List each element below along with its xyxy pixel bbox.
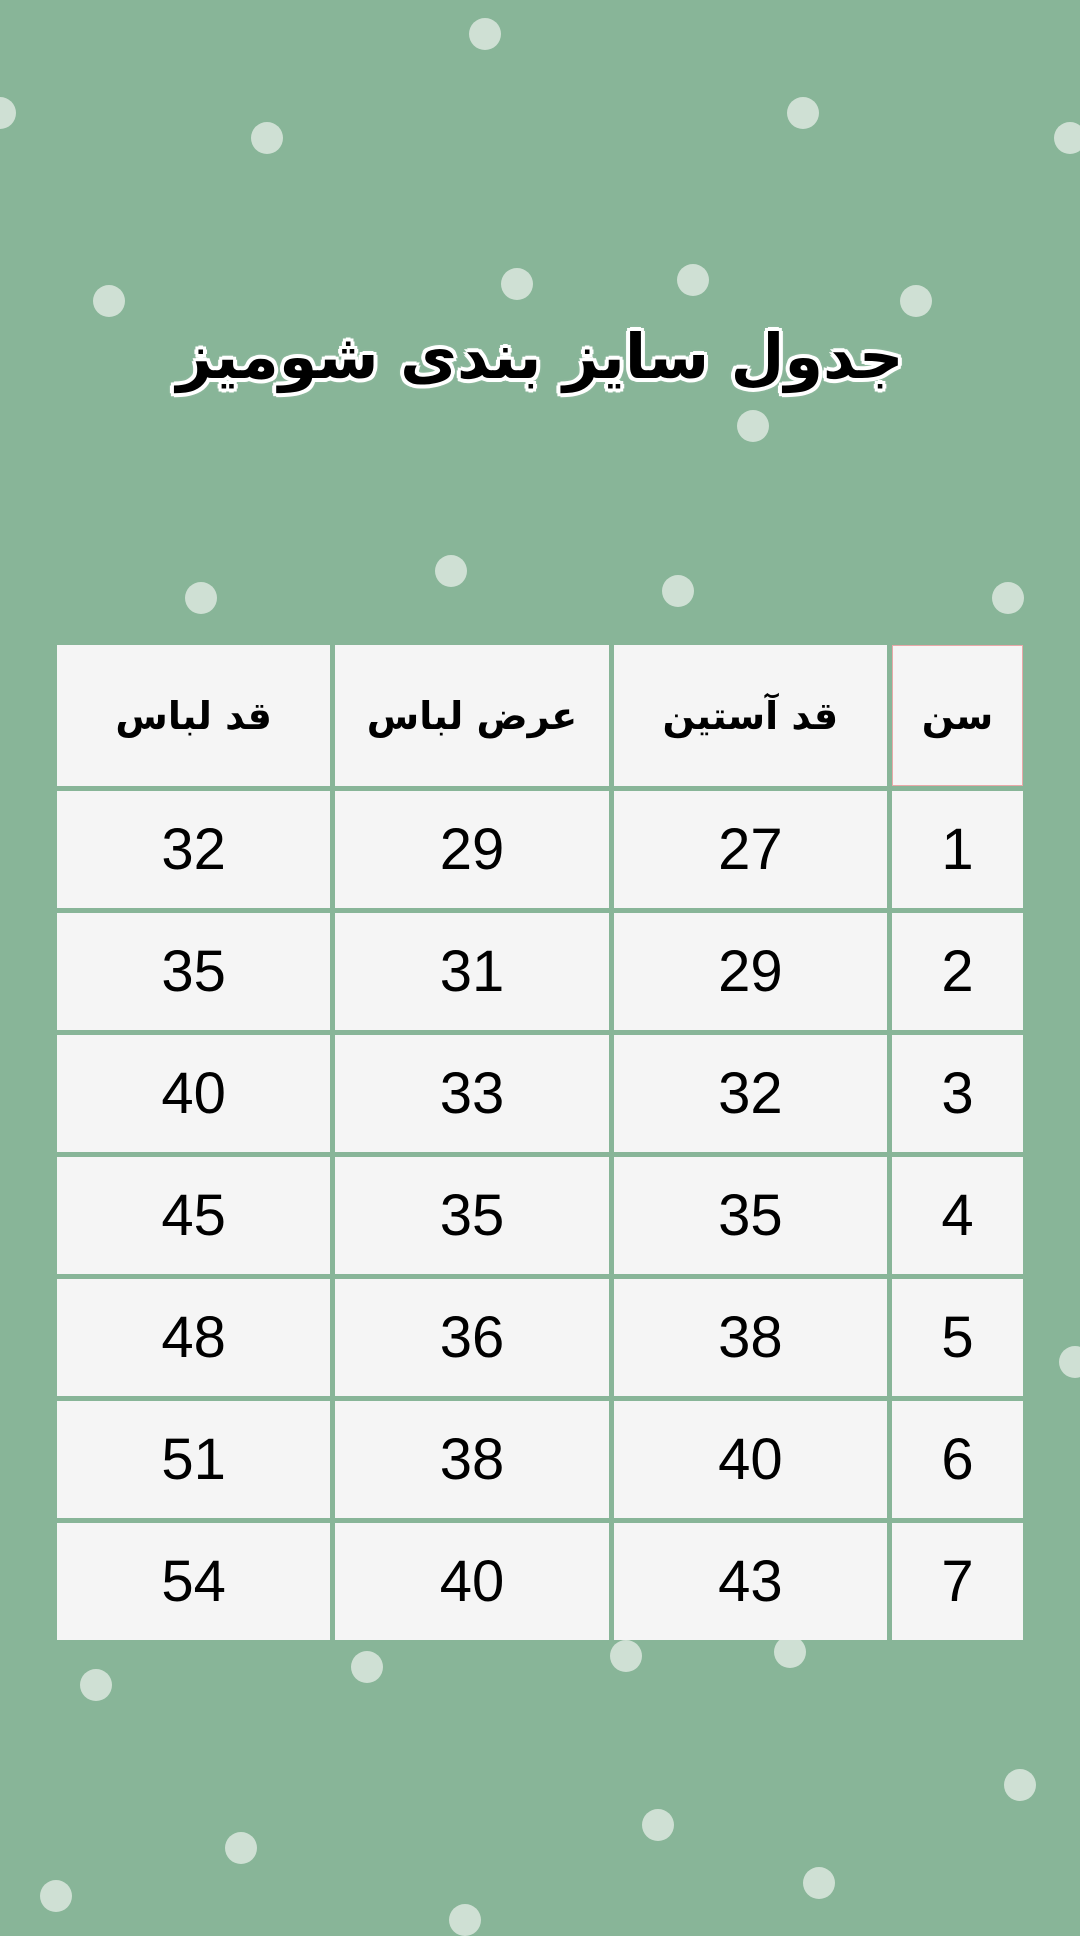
cell-width: 38 [335, 1401, 609, 1518]
page-title: جدول سایز بندی شومیز [176, 320, 904, 393]
dot-decoration [662, 575, 695, 608]
cell-width: 29 [335, 791, 609, 908]
cell-sleeve-length: 35 [613, 1157, 887, 1274]
dot-decoration [641, 1808, 674, 1841]
header-age: سن [892, 645, 1023, 786]
dot-decoration [773, 1635, 806, 1668]
dot-decoration [434, 554, 467, 587]
dot-decoration [40, 1879, 73, 1912]
table-row: 2 29 31 35 [57, 913, 1023, 1030]
cell-age: 1 [892, 791, 1023, 908]
table-row: 7 43 40 54 [57, 1523, 1023, 1640]
cell-width: 35 [335, 1157, 609, 1274]
cell-length: 51 [57, 1401, 331, 1518]
dot-decoration [250, 122, 283, 155]
cell-length: 48 [57, 1279, 331, 1396]
dot-decoration [803, 1867, 836, 1900]
dot-decoration [92, 285, 125, 318]
dot-decoration [184, 581, 217, 614]
cell-age: 2 [892, 913, 1023, 1030]
table-row: 3 32 33 40 [57, 1035, 1023, 1152]
dot-decoration [500, 268, 533, 301]
table-row: 6 40 38 51 [57, 1401, 1023, 1518]
cell-length: 32 [57, 791, 331, 908]
cell-sleeve-length: 40 [613, 1401, 887, 1518]
dot-decoration [787, 96, 820, 129]
dot-decoration [609, 1639, 642, 1672]
dot-decoration [677, 264, 710, 297]
dot-decoration [79, 1668, 112, 1701]
cell-age: 4 [892, 1157, 1023, 1274]
table-row: 1 27 29 32 [57, 791, 1023, 908]
cell-length: 45 [57, 1157, 331, 1274]
cell-sleeve-length: 27 [613, 791, 887, 908]
dot-decoration [449, 1904, 482, 1936]
size-table: سن قد آستین عرض لباس قد لباس 1 27 29 32 2 29 3… [52, 640, 1028, 1645]
cell-sleeve-length: 43 [613, 1523, 887, 1640]
dot-decoration [468, 18, 501, 51]
dot-decoration [351, 1650, 384, 1683]
dot-decoration [991, 581, 1024, 614]
dot-decoration [225, 1831, 258, 1864]
cell-sleeve-length: 38 [613, 1279, 887, 1396]
table-header-row: سن قد آستین عرض لباس قد لباس [57, 645, 1023, 786]
dot-decoration [737, 410, 770, 443]
cell-length: 54 [57, 1523, 331, 1640]
cell-width: 36 [335, 1279, 609, 1396]
dot-decoration [1059, 1345, 1080, 1378]
dot-decoration [1004, 1769, 1036, 1802]
cell-width: 31 [335, 913, 609, 1030]
header-sleeve-length: قد آستین [613, 645, 887, 786]
cell-width: 33 [335, 1035, 609, 1152]
cell-age: 3 [892, 1035, 1023, 1152]
cell-length: 35 [57, 913, 331, 1030]
cell-sleeve-length: 29 [613, 913, 887, 1030]
cell-length: 40 [57, 1035, 331, 1152]
dot-decoration [1054, 122, 1080, 155]
header-width: عرض لباس [335, 645, 609, 786]
cell-age: 7 [892, 1523, 1023, 1640]
table-row: 5 38 36 48 [57, 1279, 1023, 1396]
dot-decoration [899, 285, 932, 318]
header-length: قد لباس [57, 645, 331, 786]
cell-age: 5 [892, 1279, 1023, 1396]
table-row: 4 35 35 45 [57, 1157, 1023, 1274]
dot-decoration [0, 96, 16, 129]
cell-width: 40 [335, 1523, 609, 1640]
cell-sleeve-length: 32 [613, 1035, 887, 1152]
cell-age: 6 [892, 1401, 1023, 1518]
